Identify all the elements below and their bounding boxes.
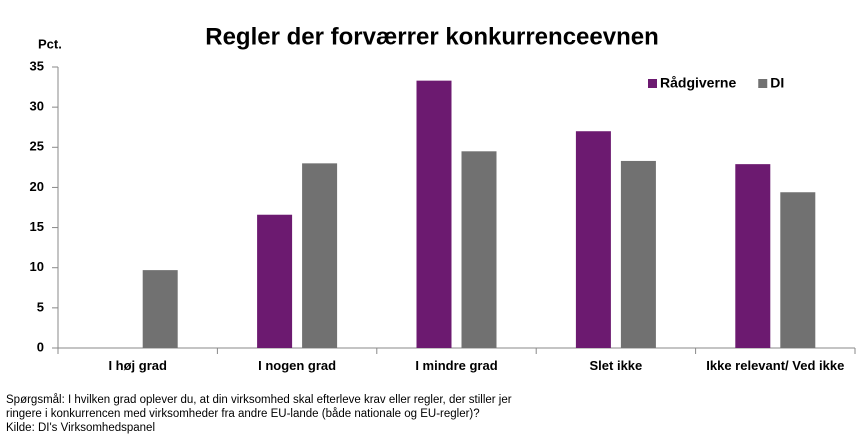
legend-label: Rådgiverne <box>660 75 736 91</box>
y-tick-label: 20 <box>30 179 44 194</box>
bar <box>142 270 178 348</box>
x-tick-label: I høj grad <box>108 358 167 373</box>
bar <box>620 160 656 348</box>
footnote: ringere i konkurrencen med virksomheder … <box>6 408 480 420</box>
chart-title: Regler der forværrer konkurrenceevnen <box>205 23 659 50</box>
y-tick-label: 0 <box>37 339 44 354</box>
bar <box>302 163 338 348</box>
footnote: Spørgsmål: I hvilken grad oplever du, at… <box>6 394 512 406</box>
x-tick-label: I nogen grad <box>258 358 337 373</box>
x-tick-label: I mindre grad <box>415 358 498 373</box>
bar <box>461 151 497 348</box>
y-tick-label: 25 <box>30 139 44 154</box>
x-tick-label: Slet ikke <box>589 358 643 373</box>
bar <box>780 192 816 348</box>
legend-swatch <box>648 79 657 88</box>
y-tick-label: 10 <box>30 259 44 274</box>
bar <box>735 164 771 348</box>
bar <box>416 80 452 349</box>
y-tick-label: 35 <box>30 58 44 73</box>
x-tick-label: Ikke relevant/ Ved ikke <box>706 358 845 373</box>
bar <box>257 214 293 348</box>
y-tick-label: 30 <box>30 99 44 114</box>
footnote: Kilde: DI's Virksomhedspanel <box>6 422 156 434</box>
y-tick-label: 15 <box>30 219 44 234</box>
y-tick-label: 5 <box>37 299 44 314</box>
y-axis-label: Pct. <box>38 36 62 51</box>
legend-swatch <box>758 79 768 88</box>
bar <box>575 131 611 348</box>
legend-label: DI <box>770 75 784 91</box>
